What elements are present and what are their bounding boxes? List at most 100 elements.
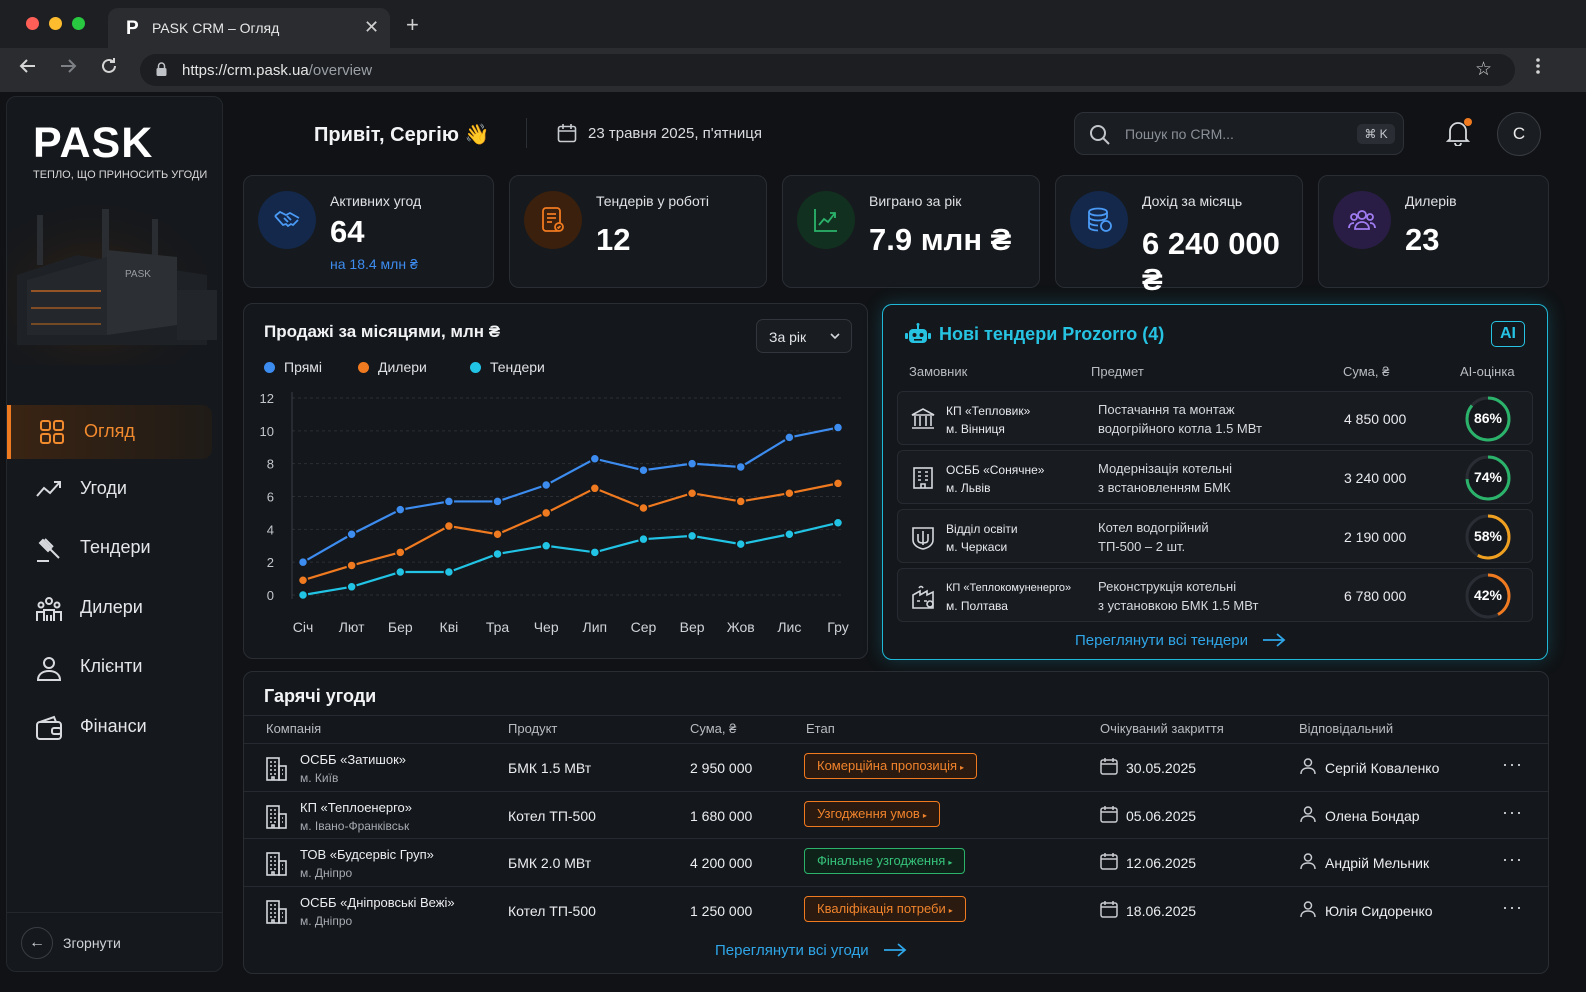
tenders-header-sum: Сума, ₴: [1343, 364, 1390, 379]
deal-stage-label: Кваліфікація потреби: [817, 900, 946, 916]
data-point: [735, 461, 746, 473]
tenders-header-ai-score: AI-оцінка: [1460, 364, 1515, 379]
tender-customer: КП «Тепловик» м. Вінниця: [946, 402, 1030, 438]
deal-owner: Юлія Сидоренко: [1325, 902, 1433, 919]
logo-tagline: ТЕПЛО, ЩО ПРИНОСИТЬ УГОДИ: [33, 169, 208, 181]
tender-row[interactable]: Відділ освіти м. Черкаси Котел водогрійни…: [897, 509, 1533, 563]
kpi-tenders[interactable]: Тендерів у роботі 12: [509, 175, 767, 288]
deal-city: м. Київ: [300, 771, 339, 785]
legend-label: Прямі: [284, 359, 323, 375]
coins-icon: [1088, 207, 1112, 232]
collapse-sidebar-button[interactable]: ← Згорнути: [7, 912, 222, 971]
close-window-dot[interactable]: [26, 17, 39, 30]
view-all-tenders-link[interactable]: Переглянути всі тендери: [1075, 632, 1286, 649]
data-point: [443, 566, 455, 578]
data-point: [297, 556, 309, 568]
deal-owner: Сергій Коваленко: [1325, 760, 1440, 776]
deal-stage-badge[interactable]: Комерційна пропозиція ▸: [804, 753, 978, 779]
deal-sum: 1 250 000: [690, 902, 753, 919]
kpi-icon-bg: [1070, 191, 1128, 249]
back-icon[interactable]: [18, 56, 38, 82]
hero-label: PASK: [125, 269, 151, 280]
maximize-window-dot[interactable]: [72, 17, 85, 30]
bookmark-star-icon[interactable]: ☆: [1475, 59, 1493, 80]
kpi-active-deals[interactable]: Активних угод 64 на 18.4 млн ₴: [243, 175, 494, 288]
kpi-value: 12: [596, 222, 631, 257]
calendar-icon: [1100, 758, 1118, 775]
gavel-icon: [37, 538, 60, 562]
more-actions-icon[interactable]: ···: [1502, 896, 1523, 917]
x-tick-label: Січ: [293, 619, 314, 635]
data-point: [589, 453, 601, 464]
deal-product: БМК 2.0 МВт: [508, 855, 592, 871]
pask-logo[interactable]: PASK: [33, 119, 154, 167]
x-tick-label: Жов: [727, 619, 755, 635]
building-icon: [266, 804, 287, 829]
deal-owner: Олена Бондар: [1325, 807, 1420, 824]
sidebar-item-clients[interactable]: Клієнти: [7, 640, 212, 694]
government-building-icon: [911, 408, 935, 429]
data-point: [346, 529, 357, 540]
deal-stage-badge[interactable]: Кваліфікація потреби ▸: [804, 895, 966, 922]
sidebar-item-finance[interactable]: Фінанси: [7, 700, 212, 754]
deal-stage-badge[interactable]: Фінальне узгодження ▸: [804, 848, 966, 874]
sidebar-item-deals[interactable]: Угоди: [7, 462, 212, 516]
minimize-window-dot[interactable]: [49, 17, 62, 30]
deals-header-close-date: Очікуваний закриття: [1100, 721, 1224, 736]
tender-customer: Відділ освіти м. Черкаси: [946, 520, 1018, 556]
data-point: [735, 496, 746, 507]
close-tab-icon[interactable]: ✕: [364, 17, 380, 37]
period-select[interactable]: За рік: [756, 319, 852, 353]
kpi-monthly-income[interactable]: Дохід за місяць 6 240 000 ₴: [1055, 175, 1303, 297]
ai-badge: AI: [1491, 321, 1525, 347]
data-point: [346, 560, 357, 571]
kpi-won-year[interactable]: Виграно за рік 7.9 млн ₴: [782, 175, 1040, 288]
forward-icon[interactable]: [58, 56, 78, 82]
view-all-deals-link[interactable]: Переглянути всі угоди: [715, 942, 907, 959]
deal-row[interactable]: КП «Теплоенерго» м. Івано-Франківськ Котел…: [244, 790, 1548, 838]
building-icon: [266, 899, 287, 924]
deal-row[interactable]: ТОВ «Будсервіс Груп» м. Дніпро БМК 2.0 МВт…: [244, 838, 1548, 885]
browser-menu-icon[interactable]: [1531, 56, 1545, 82]
tender-row[interactable]: ОСББ «Сонячне» м. Львів Модернізація коте…: [897, 450, 1533, 504]
reload-icon[interactable]: [99, 56, 119, 82]
stage-chevron-icon: ▸: [948, 905, 953, 915]
avatar[interactable]: C: [1497, 112, 1541, 156]
kpi-icon-bg: [797, 191, 855, 249]
sidebar-item-overview[interactable]: Огляд: [7, 405, 212, 459]
tender-sum: 3 240 000: [1344, 470, 1407, 486]
url-field[interactable]: https://crm.pask.ua/overview ☆: [140, 54, 1515, 86]
tender-customer-city: м. Черкаси: [946, 540, 1008, 554]
sidebar-item-dealers[interactable]: Дилери: [7, 581, 212, 635]
data-point: [346, 581, 357, 593]
data-point: [784, 529, 795, 540]
deal-sum: 1 680 000: [690, 807, 753, 824]
stage-chevron-icon: ▸: [922, 810, 927, 820]
hot-deals-panel: Гарячі угоди Компанія Продукт Сума, ₴ Ет…: [243, 671, 1549, 974]
deals-header-product: Продукт: [508, 721, 558, 736]
more-actions-icon[interactable]: ···: [1502, 754, 1523, 774]
user-icon: [36, 657, 62, 681]
deal-row[interactable]: ОСББ «Затишок» м. Київ БМК 1.5 МВт 2 950 00…: [244, 743, 1548, 790]
tender-customer: ОСББ «Сонячне» м. Львів: [946, 461, 1044, 497]
search-input[interactable]: Пошук по CRM... ⌘ K: [1074, 112, 1404, 155]
kpi-value: 23: [1405, 222, 1440, 257]
deal-stage-badge[interactable]: Узгодження умов ▸: [804, 800, 940, 827]
more-actions-icon[interactable]: ···: [1502, 849, 1523, 869]
bell-icon[interactable]: [1446, 120, 1470, 146]
deal-row[interactable]: ОСББ «Дніпровські Вежі» м. Дніпро Котел ТП…: [244, 885, 1548, 933]
legend-label: Тендери: [490, 359, 545, 375]
tender-row[interactable]: КП «Тепловик» м. Вінниця Постачання та мо…: [897, 391, 1533, 445]
new-tab-icon[interactable]: +: [406, 12, 419, 37]
kpi-dealers[interactable]: Дилерів 23: [1318, 175, 1549, 288]
browser-tab[interactable]: P PASK CRM – Огляд ✕: [108, 8, 390, 48]
sidebar-item-tenders[interactable]: Тендери: [7, 521, 212, 575]
more-actions-icon[interactable]: ···: [1502, 801, 1523, 822]
tender-row[interactable]: КП «Теплокомуненерго» м. Полтава Реконстр…: [897, 568, 1533, 622]
x-tick-label: Гру: [827, 619, 848, 635]
legend-item-tenders: Тендери: [470, 359, 545, 375]
x-tick-label: Вер: [680, 619, 705, 635]
tender-subject-line: Постачання та монтаж: [1098, 402, 1235, 417]
y-tick-label: 6: [267, 490, 274, 505]
x-tick-label: Сер: [631, 619, 657, 635]
